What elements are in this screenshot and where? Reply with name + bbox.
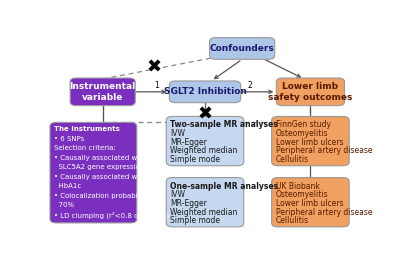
Text: IVW: IVW — [170, 129, 185, 138]
Text: Osteomyelitis: Osteomyelitis — [276, 190, 328, 199]
Text: • LD clumping (r²<0.8 or r²<0.1): • LD clumping (r²<0.8 or r²<0.1) — [54, 211, 169, 219]
FancyBboxPatch shape — [210, 38, 275, 59]
Text: The instruments: The instruments — [54, 126, 120, 132]
Text: Lower limb
safety outcomes: Lower limb safety outcomes — [268, 82, 352, 102]
Text: Peripheral artery disease: Peripheral artery disease — [276, 208, 372, 217]
Text: SLC5A2 gene expression: SLC5A2 gene expression — [54, 164, 144, 170]
FancyBboxPatch shape — [169, 81, 241, 103]
FancyBboxPatch shape — [50, 122, 137, 223]
Text: Weighted median: Weighted median — [170, 208, 238, 217]
Text: ✖: ✖ — [198, 105, 212, 123]
Text: Instrumental
variable: Instrumental variable — [70, 82, 136, 102]
Text: Selection criteria:: Selection criteria: — [54, 145, 116, 151]
Text: UK Biobank: UK Biobank — [276, 182, 320, 190]
Text: • 6 SNPs: • 6 SNPs — [54, 136, 84, 142]
Text: Two-sample MR analyses: Two-sample MR analyses — [170, 120, 278, 130]
Text: 70%: 70% — [54, 202, 74, 208]
Text: Confounders: Confounders — [210, 44, 274, 53]
Text: SGLT2 Inhibition: SGLT2 Inhibition — [164, 87, 246, 96]
FancyBboxPatch shape — [166, 116, 244, 166]
Text: • Causally associated with: • Causally associated with — [54, 174, 146, 180]
FancyBboxPatch shape — [166, 178, 244, 227]
Text: Lower limb ulcers: Lower limb ulcers — [276, 138, 343, 147]
Text: MR-Egger: MR-Egger — [170, 138, 207, 147]
Text: Lower limb ulcers: Lower limb ulcers — [276, 199, 343, 208]
FancyBboxPatch shape — [70, 78, 135, 106]
Text: Peripheral artery disease: Peripheral artery disease — [276, 146, 372, 155]
Text: Simple mode: Simple mode — [170, 216, 220, 225]
FancyBboxPatch shape — [272, 116, 349, 166]
Text: 2: 2 — [248, 81, 252, 90]
Text: One-sample MR analyses: One-sample MR analyses — [170, 182, 278, 190]
Text: MR-Egger: MR-Egger — [170, 199, 207, 208]
Text: ✖: ✖ — [146, 58, 162, 76]
Text: Simple mode: Simple mode — [170, 155, 220, 164]
Text: HbA1c: HbA1c — [54, 183, 81, 189]
Text: Cellulitis: Cellulitis — [276, 155, 309, 164]
Text: Weighted median: Weighted median — [170, 146, 238, 155]
FancyBboxPatch shape — [272, 178, 349, 227]
Text: 1: 1 — [154, 81, 159, 90]
Text: • Causally associated with: • Causally associated with — [54, 155, 146, 161]
Text: FinnGen study: FinnGen study — [276, 120, 331, 130]
Text: Cellulitis: Cellulitis — [276, 216, 309, 225]
Text: IVW: IVW — [170, 190, 185, 199]
Text: Osteomyelitis: Osteomyelitis — [276, 129, 328, 138]
Text: • Colocalization probability >: • Colocalization probability > — [54, 193, 157, 199]
FancyBboxPatch shape — [276, 78, 344, 106]
